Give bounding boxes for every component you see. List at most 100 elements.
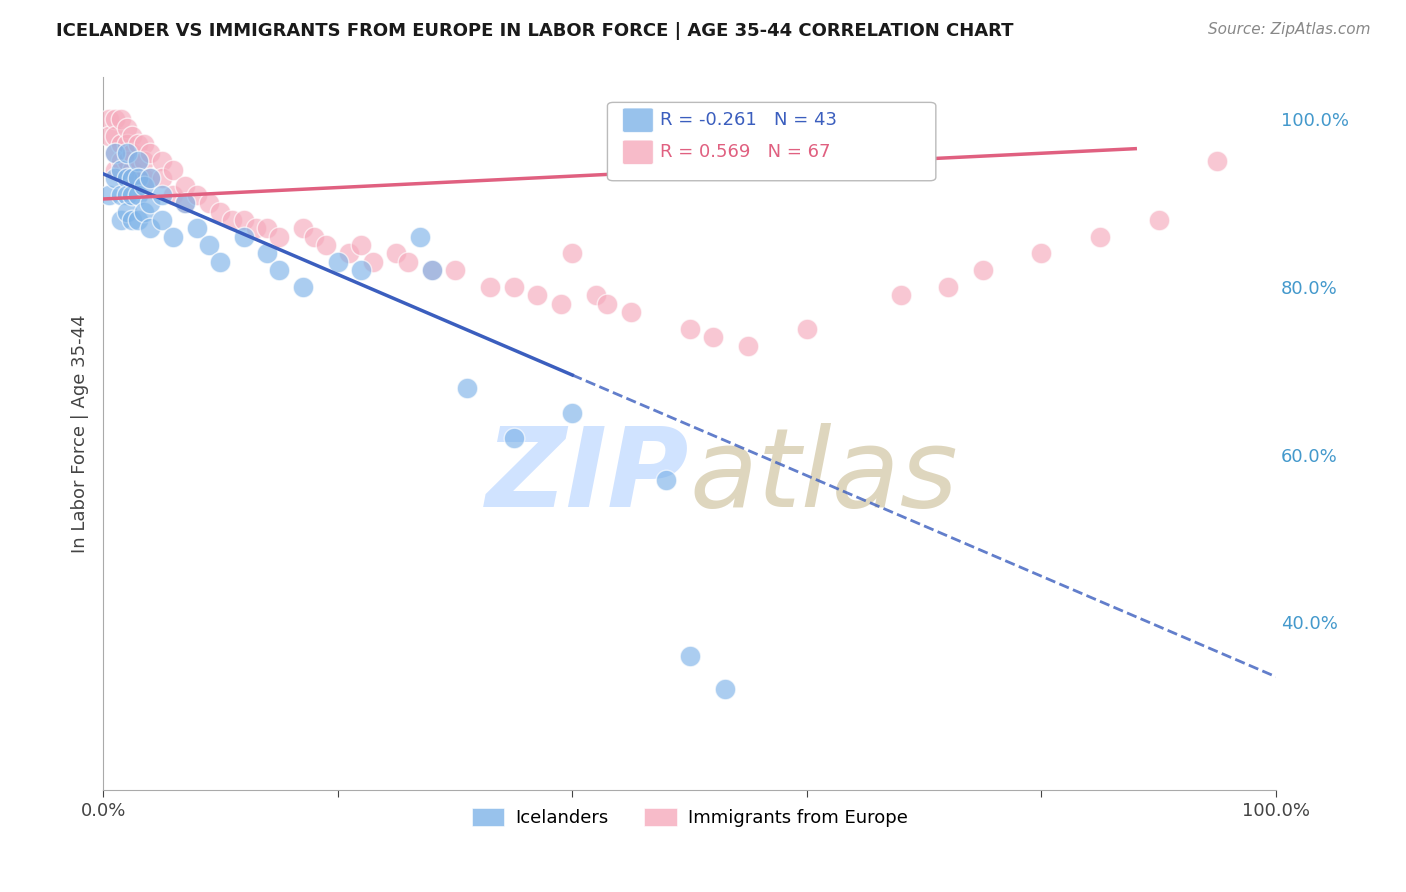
- Point: [361, 255, 384, 269]
- Point: [561, 246, 583, 260]
- Point: [245, 221, 267, 235]
- Point: [110, 154, 132, 169]
- Point: [350, 238, 373, 252]
- Point: [796, 322, 818, 336]
- Point: [127, 137, 149, 152]
- Point: [98, 112, 121, 127]
- Text: R = -0.261   N = 43: R = -0.261 N = 43: [661, 112, 837, 129]
- Point: [315, 238, 337, 252]
- Point: [127, 213, 149, 227]
- Point: [121, 162, 143, 177]
- Point: [150, 213, 173, 227]
- Point: [256, 246, 278, 260]
- Point: [115, 171, 138, 186]
- Point: [1147, 213, 1170, 227]
- Point: [326, 255, 349, 269]
- Point: [115, 171, 138, 186]
- Point: [256, 221, 278, 235]
- Point: [456, 381, 478, 395]
- Point: [98, 129, 121, 144]
- Point: [350, 263, 373, 277]
- Point: [550, 297, 572, 311]
- Point: [197, 196, 219, 211]
- Point: [186, 221, 208, 235]
- Point: [678, 648, 700, 663]
- Text: atlas: atlas: [689, 423, 957, 530]
- Point: [98, 187, 121, 202]
- FancyBboxPatch shape: [623, 108, 654, 132]
- Point: [150, 187, 173, 202]
- Point: [162, 162, 184, 177]
- Point: [150, 171, 173, 186]
- Point: [115, 137, 138, 152]
- Point: [110, 213, 132, 227]
- Point: [115, 120, 138, 135]
- Point: [174, 179, 197, 194]
- Point: [121, 171, 143, 186]
- Text: R = 0.569   N = 67: R = 0.569 N = 67: [661, 144, 831, 161]
- Point: [104, 145, 127, 160]
- Point: [134, 137, 156, 152]
- Point: [121, 145, 143, 160]
- Point: [110, 187, 132, 202]
- Point: [104, 145, 127, 160]
- Point: [174, 196, 197, 211]
- Point: [127, 171, 149, 186]
- Point: [232, 213, 254, 227]
- Point: [134, 171, 156, 186]
- FancyBboxPatch shape: [607, 103, 936, 181]
- Point: [420, 263, 443, 277]
- Point: [134, 154, 156, 169]
- Point: [302, 229, 325, 244]
- Point: [209, 255, 232, 269]
- Point: [713, 682, 735, 697]
- Point: [104, 171, 127, 186]
- Point: [115, 154, 138, 169]
- Point: [121, 213, 143, 227]
- Point: [561, 406, 583, 420]
- Point: [134, 204, 156, 219]
- Point: [339, 246, 361, 260]
- Point: [115, 145, 138, 160]
- Point: [127, 154, 149, 169]
- Point: [186, 187, 208, 202]
- Point: [174, 196, 197, 211]
- Point: [221, 213, 243, 227]
- Point: [1031, 246, 1053, 260]
- Point: [267, 229, 290, 244]
- Point: [385, 246, 408, 260]
- Point: [396, 255, 419, 269]
- Point: [702, 330, 724, 344]
- Point: [139, 221, 162, 235]
- Text: ZIP: ZIP: [486, 423, 689, 530]
- Point: [409, 229, 432, 244]
- Point: [127, 154, 149, 169]
- Point: [678, 322, 700, 336]
- Point: [121, 187, 143, 202]
- Point: [936, 280, 959, 294]
- Point: [1206, 154, 1229, 169]
- FancyBboxPatch shape: [623, 140, 654, 164]
- Point: [502, 280, 524, 294]
- Point: [197, 238, 219, 252]
- Point: [104, 129, 127, 144]
- Point: [139, 145, 162, 160]
- Point: [121, 129, 143, 144]
- Point: [110, 112, 132, 127]
- Legend: Icelanders, Immigrants from Europe: Icelanders, Immigrants from Europe: [464, 800, 915, 834]
- Point: [139, 171, 162, 186]
- Point: [104, 162, 127, 177]
- Text: ICELANDER VS IMMIGRANTS FROM EUROPE IN LABOR FORCE | AGE 35-44 CORRELATION CHART: ICELANDER VS IMMIGRANTS FROM EUROPE IN L…: [56, 22, 1014, 40]
- Point: [737, 339, 759, 353]
- Y-axis label: In Labor Force | Age 35-44: In Labor Force | Age 35-44: [72, 314, 89, 553]
- Point: [110, 137, 132, 152]
- Point: [585, 288, 607, 302]
- Point: [115, 187, 138, 202]
- Point: [291, 221, 314, 235]
- Point: [104, 112, 127, 127]
- Point: [150, 154, 173, 169]
- Text: Source: ZipAtlas.com: Source: ZipAtlas.com: [1208, 22, 1371, 37]
- Point: [127, 171, 149, 186]
- Point: [127, 187, 149, 202]
- Point: [209, 204, 232, 219]
